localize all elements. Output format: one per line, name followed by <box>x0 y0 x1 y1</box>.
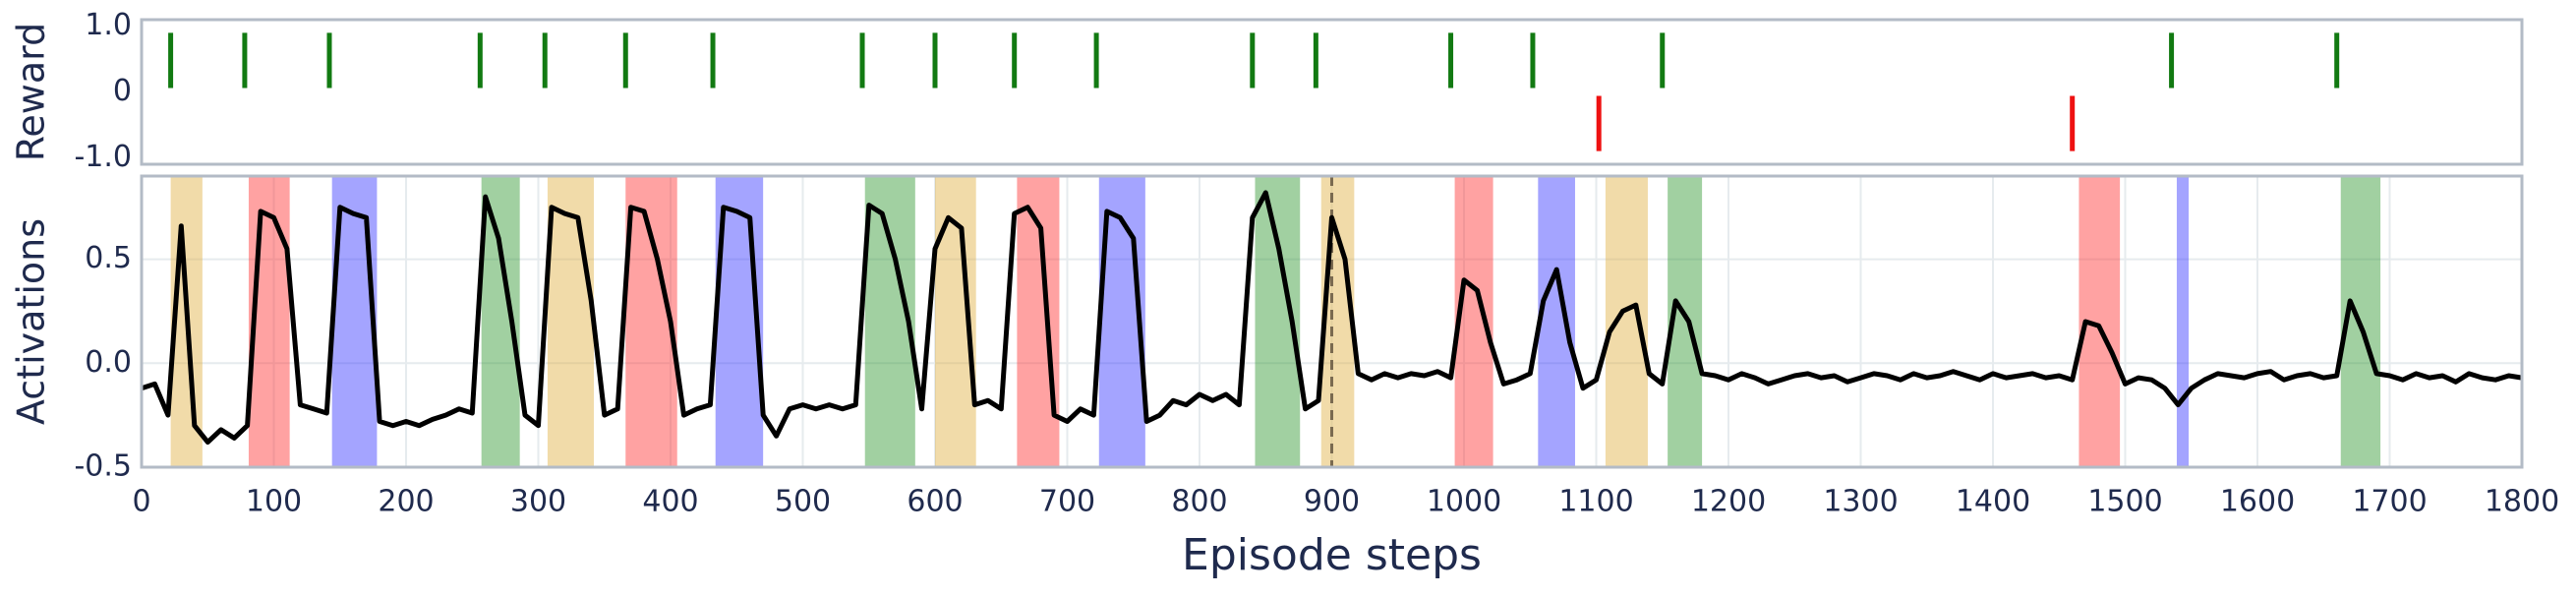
x-tick-label: 1400 <box>1956 485 2030 519</box>
x-tick-label: 1600 <box>2220 485 2295 519</box>
x-tick-label: 1500 <box>2087 485 2162 519</box>
y-tick-label: -0.5 <box>74 449 132 484</box>
x-tick-label: 500 <box>775 485 831 519</box>
highlight-span <box>1320 176 1355 467</box>
x-tick-label: 400 <box>642 485 698 519</box>
x-tick-label: 700 <box>1039 485 1095 519</box>
y-tick-label: 0 <box>113 74 132 108</box>
x-tick-label: 0 <box>132 485 150 519</box>
y-axis-label: Activations <box>10 218 53 425</box>
y-axis-label: Reward <box>10 23 53 162</box>
highlight-span <box>2176 176 2190 467</box>
y-tick-label: 0.0 <box>85 345 132 380</box>
x-tick-label: 1200 <box>1691 485 1766 519</box>
x-tick-label: 1300 <box>1823 485 1898 519</box>
x-tick-label: 200 <box>378 485 434 519</box>
x-axis-label: Episode steps <box>1182 530 1482 580</box>
highlight-span <box>1538 176 1575 467</box>
y-tick-label: 0.5 <box>85 241 132 275</box>
x-tick-label: 1700 <box>2352 485 2427 519</box>
x-tick-label: 600 <box>907 485 963 519</box>
x-tick-label: 100 <box>246 485 302 519</box>
x-tick-label: 800 <box>1171 485 1227 519</box>
plot-frame <box>140 18 2524 166</box>
y-tick-label: -1.0 <box>74 140 132 174</box>
x-tick-label: 1800 <box>2485 485 2559 519</box>
x-tick-label: 1000 <box>1427 485 1501 519</box>
activation-line <box>141 190 2523 446</box>
y-tick-label: 1.0 <box>85 8 132 42</box>
highlight-span <box>547 176 594 467</box>
x-tick-label: 300 <box>510 485 566 519</box>
plot-area <box>142 20 2522 164</box>
plot-frame <box>140 174 2524 469</box>
x-tick-label: 900 <box>1304 485 1360 519</box>
x-tick-label: 1100 <box>1558 485 1633 519</box>
